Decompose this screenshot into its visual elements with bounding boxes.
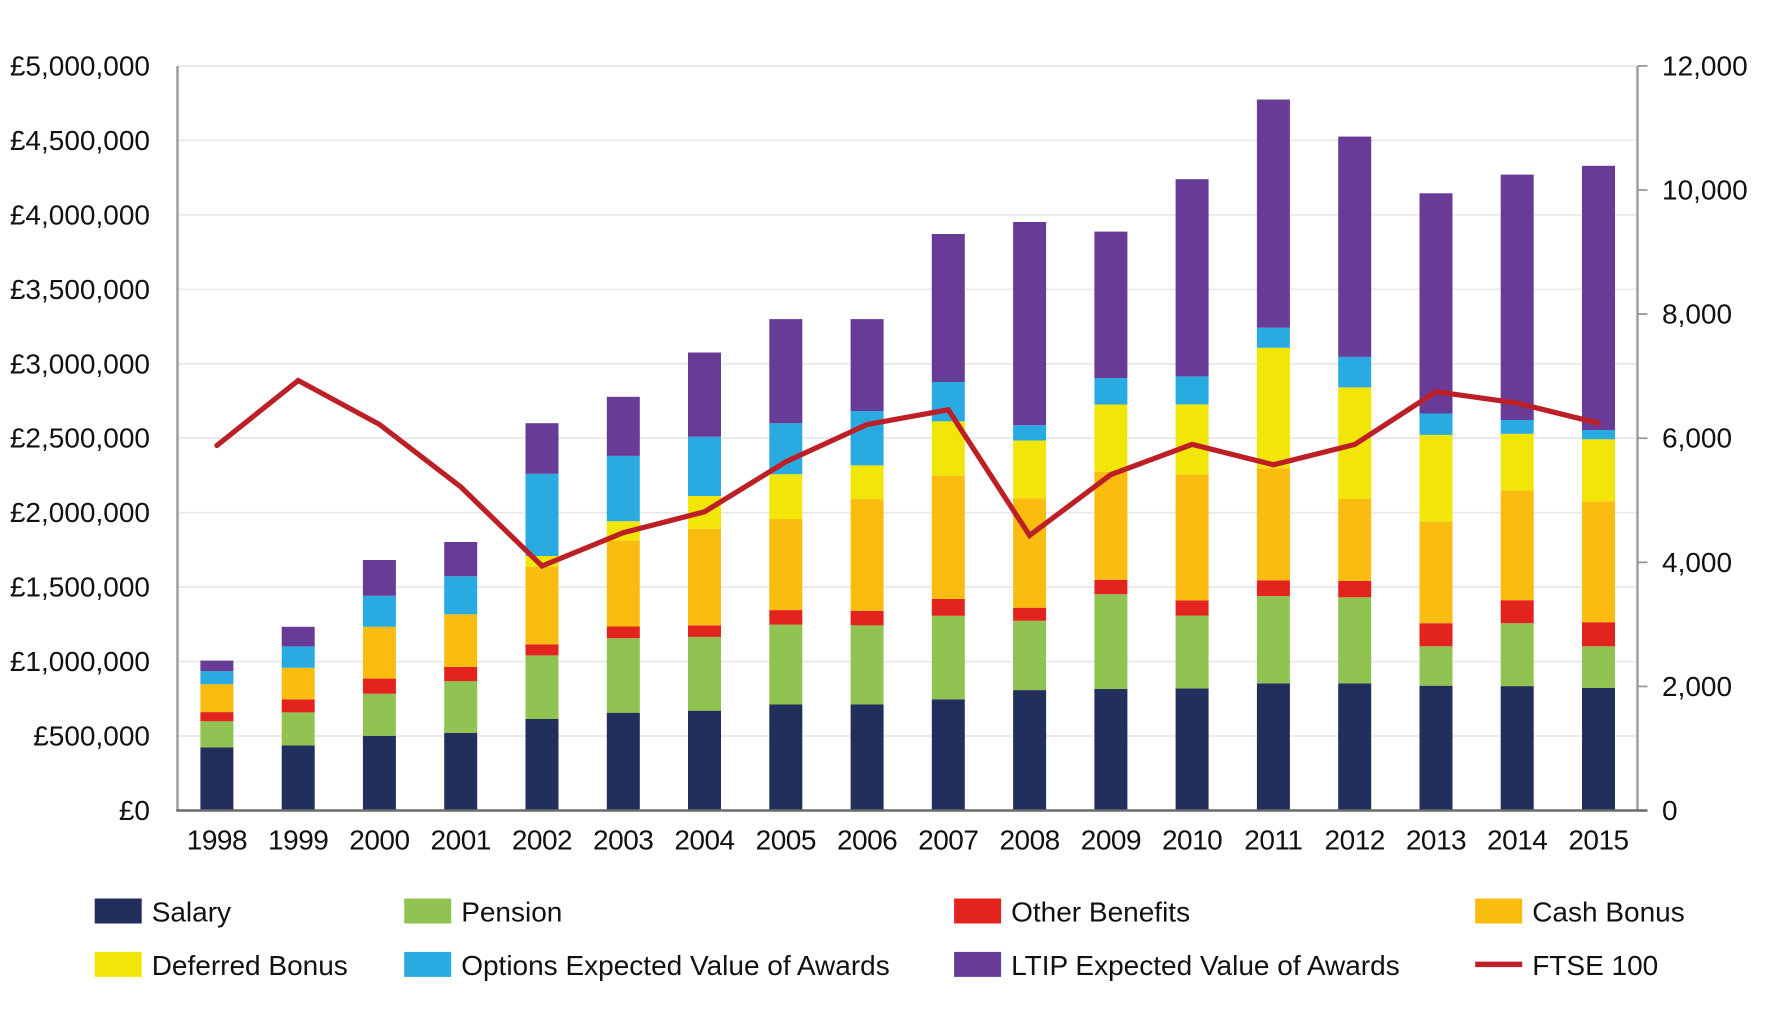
- svg-text:Cash Bonus: Cash Bonus: [1532, 897, 1685, 928]
- svg-text:£4,000,000: £4,000,000: [10, 199, 150, 230]
- svg-text:2005: 2005: [756, 825, 816, 856]
- svg-text:8,000: 8,000: [1662, 299, 1732, 330]
- svg-text:£3,500,000: £3,500,000: [10, 274, 150, 305]
- svg-text:1999: 1999: [268, 825, 328, 856]
- svg-text:2004: 2004: [674, 825, 734, 856]
- svg-text:2014: 2014: [1487, 825, 1547, 856]
- svg-text:2008: 2008: [999, 825, 1059, 856]
- svg-text:Other Benefits: Other Benefits: [1011, 897, 1190, 928]
- svg-text:0: 0: [1662, 795, 1678, 826]
- svg-text:4,000: 4,000: [1662, 547, 1732, 578]
- svg-text:2013: 2013: [1406, 825, 1466, 856]
- svg-text:12,000: 12,000: [1662, 50, 1748, 81]
- svg-text:£1,000,000: £1,000,000: [10, 646, 150, 677]
- svg-text:£0: £0: [119, 795, 150, 826]
- svg-text:2001: 2001: [431, 825, 491, 856]
- svg-text:2003: 2003: [593, 825, 653, 856]
- svg-text:2007: 2007: [918, 825, 978, 856]
- svg-text:2002: 2002: [512, 825, 572, 856]
- svg-text:6,000: 6,000: [1662, 423, 1732, 454]
- svg-text:£4,500,000: £4,500,000: [10, 125, 150, 156]
- svg-text:2012: 2012: [1325, 825, 1385, 856]
- svg-text:Salary: Salary: [152, 897, 231, 928]
- svg-text:Pension: Pension: [461, 897, 562, 928]
- svg-text:10,000: 10,000: [1662, 175, 1748, 206]
- svg-text:2010: 2010: [1162, 825, 1222, 856]
- svg-text:£500,000: £500,000: [33, 721, 150, 752]
- svg-text:Deferred Bonus: Deferred Bonus: [152, 950, 348, 981]
- svg-text:Options Expected Value of Awar: Options Expected Value of Awards: [461, 950, 890, 981]
- svg-text:2011: 2011: [1244, 825, 1302, 856]
- svg-text:£2,000,000: £2,000,000: [10, 497, 150, 528]
- svg-text:2000: 2000: [349, 825, 409, 856]
- svg-text:2015: 2015: [1568, 825, 1628, 856]
- svg-text:2009: 2009: [1081, 825, 1141, 856]
- svg-text:£2,500,000: £2,500,000: [10, 423, 150, 454]
- svg-text:£3,000,000: £3,000,000: [10, 348, 150, 379]
- svg-text:£1,500,000: £1,500,000: [10, 572, 150, 603]
- svg-text:LTIP Expected Value of Awards: LTIP Expected Value of Awards: [1011, 950, 1400, 981]
- svg-text:FTSE 100: FTSE 100: [1532, 950, 1658, 981]
- svg-text:2,000: 2,000: [1662, 671, 1732, 702]
- svg-text:1998: 1998: [187, 825, 247, 856]
- svg-text:£5,000,000: £5,000,000: [10, 51, 150, 82]
- svg-text:2006: 2006: [837, 825, 897, 856]
